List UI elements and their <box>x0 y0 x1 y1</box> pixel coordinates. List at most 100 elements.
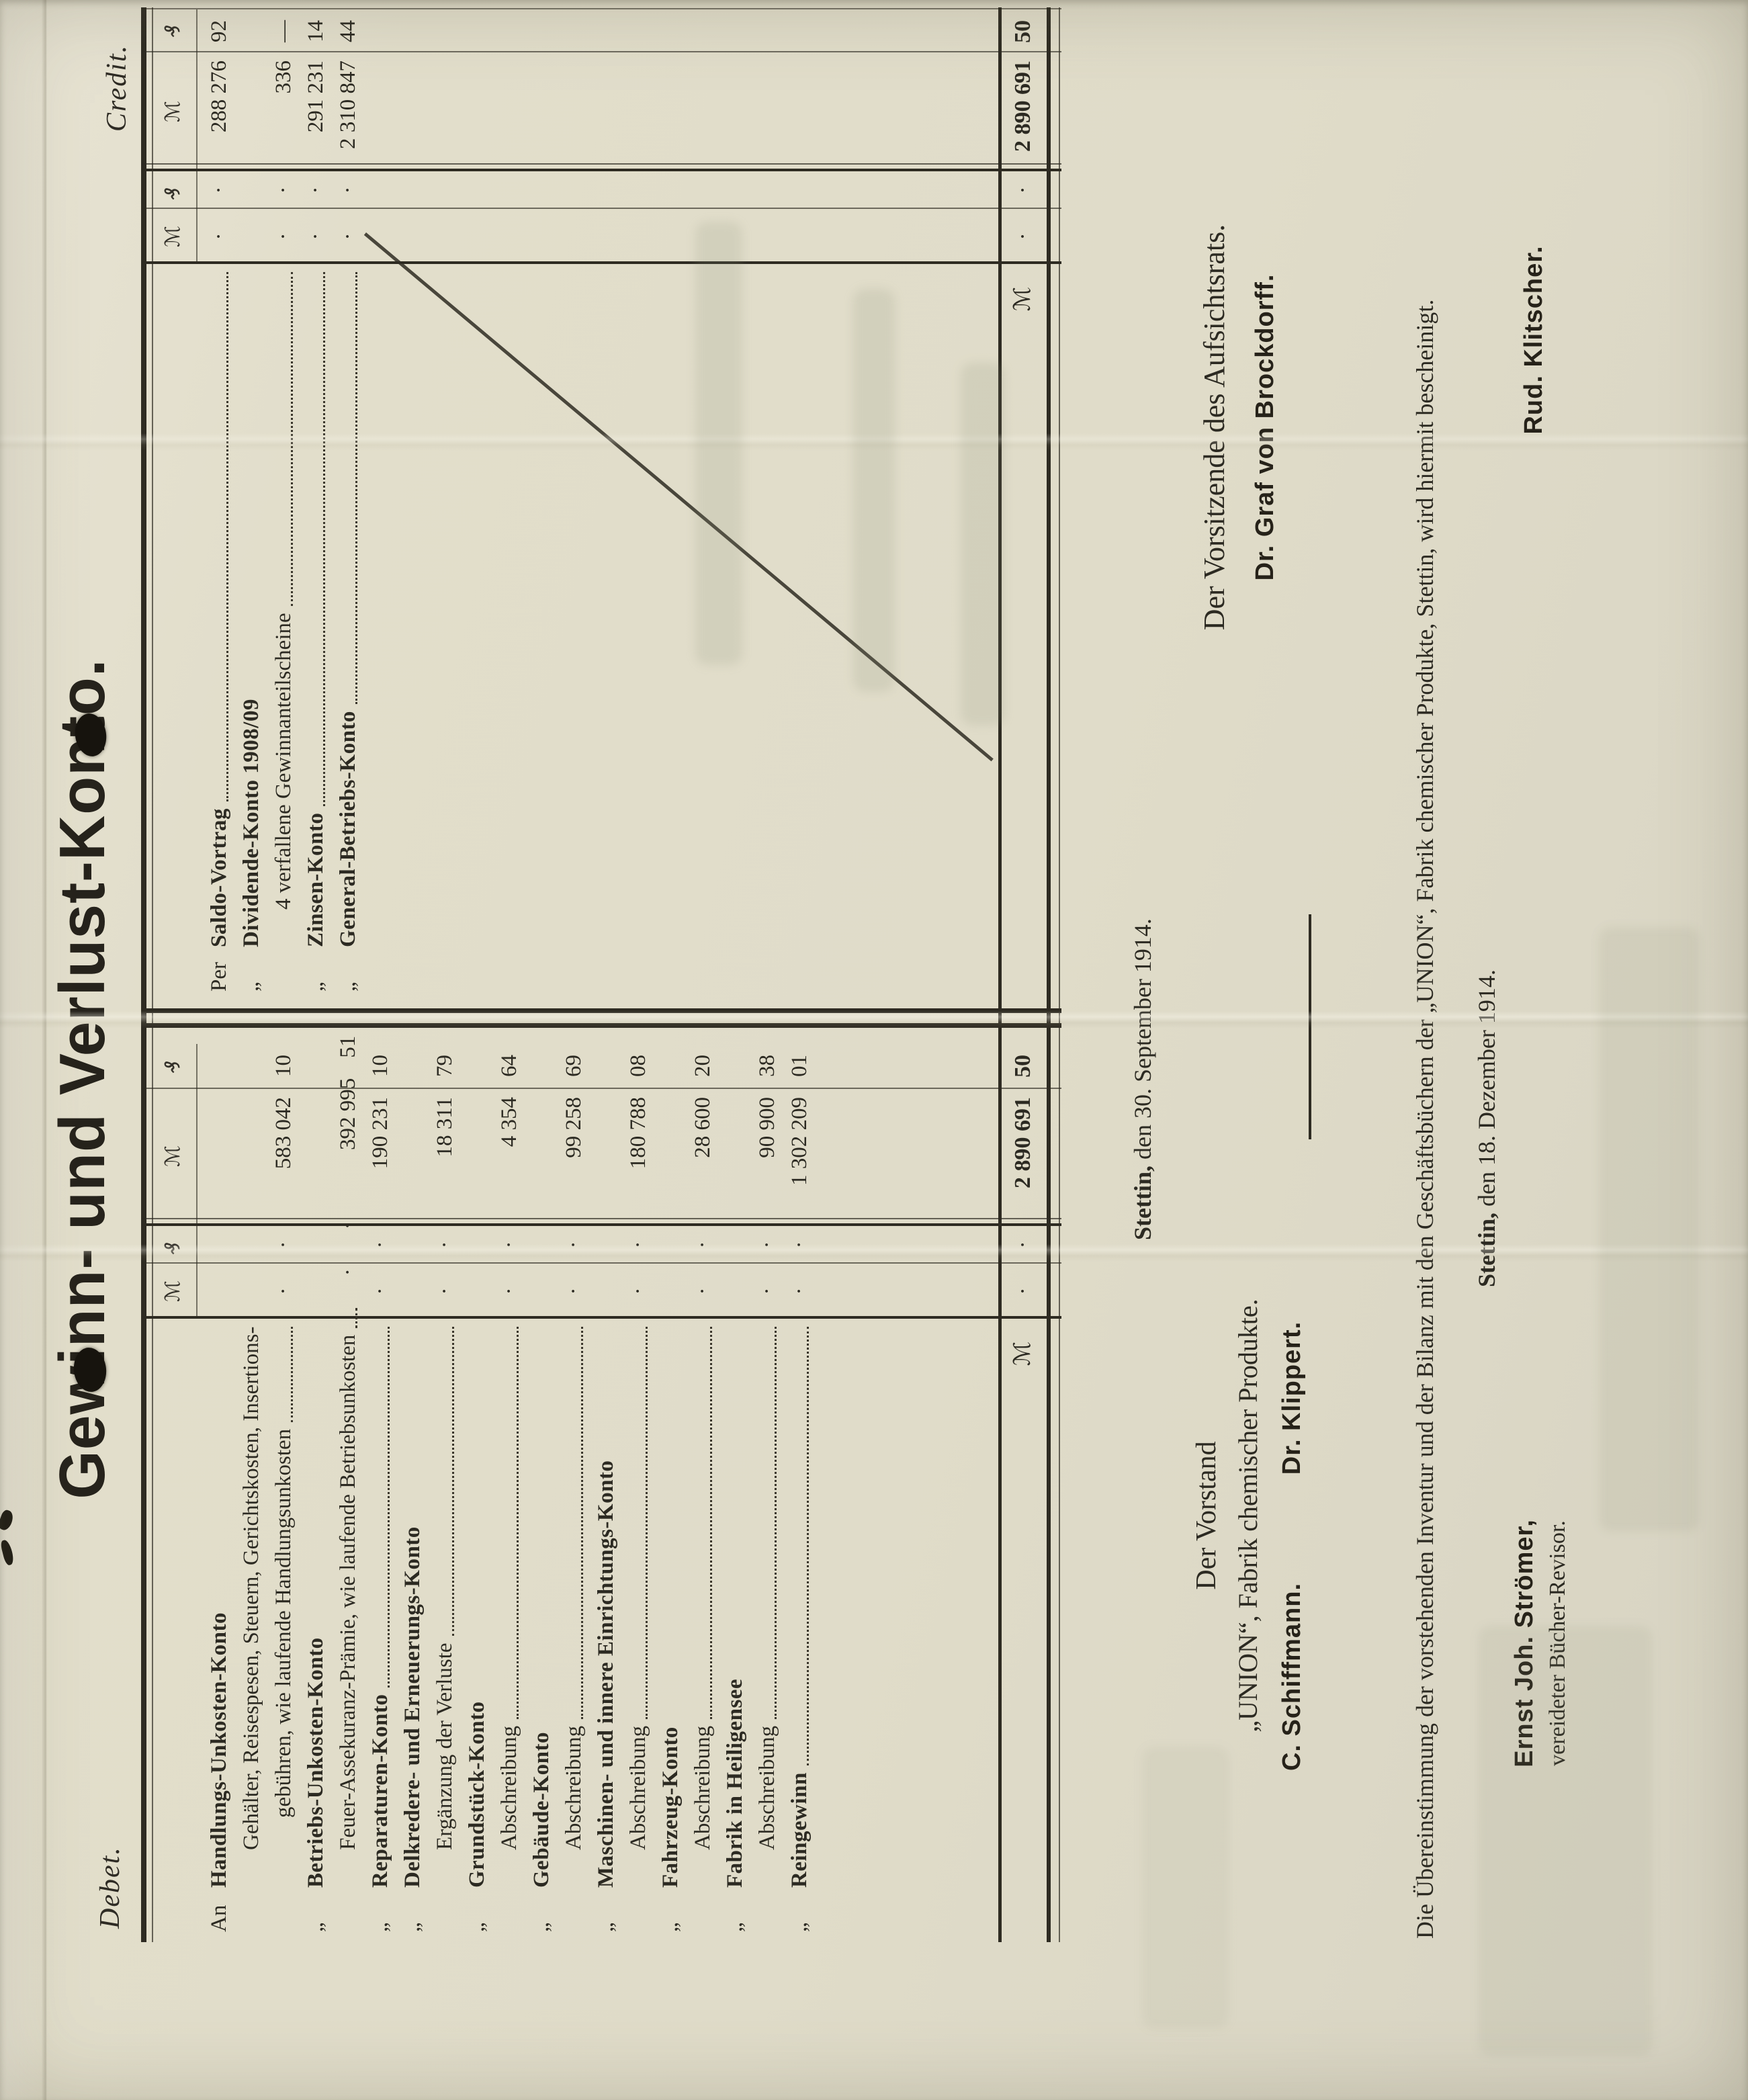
mark-amount: 4 354 <box>497 1097 521 1147</box>
account-detail: Abschreibung <box>691 1725 715 1850</box>
row-prefix: „ <box>723 1922 747 1932</box>
mark-amount: 291 231 <box>304 60 328 133</box>
debet-row-3-line: „ Reparaturen-Konto · · 190 231 10 <box>364 1044 396 1932</box>
mark-amount: 180 788 <box>626 1097 650 1170</box>
dot-leader <box>710 1327 712 1719</box>
paper-crease <box>0 1011 1748 1029</box>
account-name: General-Betriebs-Konto <box>336 711 360 947</box>
credit-row-4-line: „ General-Betriebs-Konto · · 2 310 847 4… <box>332 9 364 992</box>
pfennig-amount: 38 <box>755 1055 779 1077</box>
bleedthrough-ghost <box>1478 1626 1653 2056</box>
vorstand-signature-schiffmann: C. Schiffmann. <box>1278 1582 1306 1771</box>
debet-side-label: Debet. <box>95 1846 126 1929</box>
table-top-rule <box>141 7 146 1942</box>
debet-row-2-amount-line: Feuer-Assekuranz-Prämie, wie laufende Be… <box>332 1036 364 1932</box>
total-mark-label: ℳ <box>1009 1342 1036 1366</box>
date-rest: den 18. Dezember 1914. <box>1473 969 1500 1213</box>
debet-row-8-amount-line: Abschreibung · · 28 600 20 <box>687 1044 719 1932</box>
credit-total-line: ℳ · · 2 890 691 50 <box>1006 9 1039 992</box>
account-name: Grundstück-Konto <box>465 1701 489 1888</box>
debet-row-5-amount-line: Abschreibung · · 4 354 64 <box>493 1044 525 1932</box>
row-prefix: „ <box>787 1922 812 1932</box>
bleedthrough-ghost <box>695 222 742 665</box>
pfennig-amount: 51 <box>336 1035 360 1058</box>
debet-row-1-name-line: An Handlungs-Unkosten-Konto <box>203 1044 235 1932</box>
dot-leader <box>581 1327 583 1719</box>
paper-crease <box>0 433 1748 451</box>
debet-total-line: ℳ · · 2 890 691 50 <box>1006 1044 1039 1932</box>
account-name: Delkredere- und Erneuerungs-Konto <box>400 1526 425 1888</box>
date-rest: den 30. September 1914. <box>1129 918 1156 1166</box>
paper-crease <box>0 1244 1748 1262</box>
mark-dot-cell: · <box>304 232 328 240</box>
row-prefix: „ <box>529 1922 554 1932</box>
credit-row-1-line: Per Saldo-Vortrag · · 288 276 92 <box>203 9 235 992</box>
credit-side-label: Credit. <box>101 44 132 132</box>
dot-leader <box>775 1327 777 1719</box>
total-mark-amount: 2 890 691 <box>1010 1097 1035 1188</box>
account-name: Fabrik in Heiligensee <box>723 1678 747 1888</box>
mark-amount: 2 310 847 <box>336 60 360 149</box>
debet-row-2-name-line: „ Betriebs-Unkosten-Konto <box>300 1044 332 1932</box>
debet-row-9-amount-line: Abschreibung · · 90 900 38 <box>751 1044 783 1932</box>
pfennig-amount: 69 <box>562 1055 586 1077</box>
pfennig-amount: 08 <box>626 1055 650 1077</box>
mark-amount: 28 600 <box>691 1097 715 1158</box>
mark-dot-cell: · <box>497 1287 521 1295</box>
dot-leader <box>646 1327 648 1719</box>
row-prefix: „ <box>304 1922 328 1932</box>
attestation-line: Die Übereinstimmung der vorstehenden Inv… <box>1411 299 1438 1939</box>
account-name: Handlungs-Unkosten-Konto <box>207 1612 231 1888</box>
vorstand-heading: Der Vorstand <box>1191 1441 1222 1590</box>
pfennig-dot-cell: · <box>271 186 296 194</box>
account-detail: Gehälter, Reisespesen, Steuern, Gerichts… <box>239 1326 263 1850</box>
row-prefix: „ <box>368 1922 392 1932</box>
pfennig-dot-cell: · <box>1010 186 1035 194</box>
debet-row-5-name-line: „ Grundstück-Konto <box>461 1044 493 1932</box>
account-detail: Feuer-Assekuranz-Prämie, wie laufende Be… <box>336 1334 360 1850</box>
table-top-rule-thin <box>152 7 153 1942</box>
account-detail: Abschreibung <box>626 1725 650 1850</box>
mark-dot-cell: · <box>787 1287 812 1295</box>
row-prefix: An <box>207 1905 231 1932</box>
row-prefix: „ <box>239 981 263 992</box>
pfennig-amount: 64 <box>497 1055 521 1077</box>
mark-amount: 583 042 <box>271 1097 296 1170</box>
pfennig-dot-cell: · <box>336 1222 360 1230</box>
dot-leader <box>517 1327 519 1719</box>
account-name: Fahrzeug-Konto <box>658 1726 683 1888</box>
dot-leader <box>226 272 228 802</box>
mark-dot-cell: · <box>626 1287 650 1295</box>
account-name: Dividende-Konto 1908/09 <box>239 699 263 947</box>
mark-dot-cell: · <box>336 232 360 240</box>
mark-dot-cell: · <box>755 1287 779 1295</box>
pfennig-amount: — <box>271 20 296 42</box>
mark-dot-cell: · <box>207 232 231 240</box>
total-pfennig-amount: 50 <box>1010 1055 1035 1078</box>
mark-dot-cell: · <box>1010 232 1035 240</box>
mark-amount: 288 276 <box>207 60 231 133</box>
account-name: Maschinen- und innere Einrichtungs-Konto <box>594 1460 618 1888</box>
credit-mark-dot-header: ℳ <box>161 225 185 248</box>
credit-row-2-amount-line: 4 verfallene Gewinnanteilscheine · · 336… <box>267 9 300 992</box>
account-name: Zinsen-Konto <box>304 812 328 947</box>
account-detail: Ergänzung der Verluste <box>433 1643 457 1850</box>
credit-underheader-rule <box>196 9 198 264</box>
empty-space-slash <box>363 232 994 762</box>
mark-amount: 392 995 <box>336 1078 360 1150</box>
total-mark-label: ℳ <box>1009 287 1036 312</box>
mark-dot-cell: · <box>1010 1287 1035 1295</box>
closing-rule-thin <box>1059 7 1060 1942</box>
account-name: Betriebs-Unkosten-Konto <box>304 1637 328 1888</box>
credit-row-3-line: „ Zinsen-Konto · · 291 231 14 <box>300 9 332 992</box>
pfennig-dot-cell: · <box>304 186 328 194</box>
mark-dot-cell: · <box>562 1287 586 1295</box>
debet-pfennig-header: ₰ <box>161 1060 185 1074</box>
credit-pfennig-dot-header: ₰ <box>161 187 185 200</box>
mark-amount: 90 900 <box>755 1097 779 1158</box>
account-detail: gebühren, wie laufende Handlungsunkosten <box>271 1428 296 1818</box>
account-name: Saldo-Vortrag <box>207 808 231 947</box>
debet-row-6-name-line: „ Gebäude-Konto <box>525 1044 558 1932</box>
bleedthrough-ghost <box>1599 927 1700 1532</box>
dot-leader <box>291 1327 293 1422</box>
